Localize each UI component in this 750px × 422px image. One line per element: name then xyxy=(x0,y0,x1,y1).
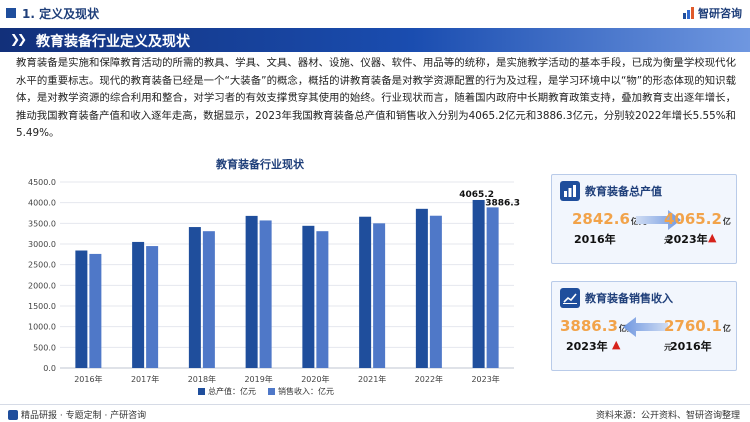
sales-left-year: 2023年 xyxy=(566,340,608,353)
bar-output xyxy=(359,216,372,368)
x-tick-label: 2018年 xyxy=(188,374,216,384)
legend-label: 总产值：亿元 xyxy=(208,386,256,396)
title-banner: ❯❯ 教育装备行业定义及现状 xyxy=(0,28,750,52)
bar-output xyxy=(245,215,258,368)
y-tick-label: 3500.0 xyxy=(28,219,56,228)
x-tick-label: 2021年 xyxy=(358,374,386,384)
footer: 精品研报 · 专题定制 · 产研咨询 资料来源：公开资料、智研咨询整理 xyxy=(0,404,750,422)
right-arrow-icon xyxy=(636,210,681,230)
y-tick-label: 1500.0 xyxy=(28,302,56,311)
brand-logo: 智研咨询 xyxy=(683,5,742,21)
x-tick-label: 2022年 xyxy=(415,374,443,384)
data-label: 3886.3 xyxy=(485,198,520,208)
x-tick-label: 2023年 xyxy=(471,374,499,384)
chart-title: 教育装备行业现状 xyxy=(216,158,304,171)
value-number: 2760.1 xyxy=(664,317,722,335)
card-header: 教育装备总产值 xyxy=(560,181,662,201)
brand-mark-icon xyxy=(683,7,695,19)
y-tick-label: 0.0 xyxy=(43,364,56,373)
brand-name: 智研咨询 xyxy=(698,7,742,20)
bar-sales xyxy=(429,215,442,368)
sales-revenue-card: 教育装备销售收入 3886.3 亿元 2023年 ▲ 2760.1亿元 2016年 xyxy=(551,281,737,371)
value-unit: 亿元 xyxy=(664,324,731,352)
value-unit: 亿元 xyxy=(664,217,731,245)
trend-chart-icon xyxy=(560,288,580,308)
y-tick-label: 4000.0 xyxy=(28,199,56,208)
top-bar: 1. 定义及现状 智研咨询 xyxy=(0,0,750,28)
card-title: 教育装备销售收入 xyxy=(585,292,673,305)
bar-output xyxy=(132,241,145,368)
bar-sales xyxy=(316,231,329,368)
x-tick-label: 2019年 xyxy=(244,374,272,384)
bar-chart: 0.0 500.0 1000.0 1500.0 2000.0 2500.0 3000.0 35… xyxy=(28,178,520,396)
legend-swatch xyxy=(198,388,205,395)
output-to-year: 2023年 xyxy=(666,233,708,246)
legend-label: 销售收入：亿元 xyxy=(278,386,334,396)
card-title: 教育装备总产值 xyxy=(585,185,662,198)
y-tick-label: 2000.0 xyxy=(28,281,56,290)
bar-sales xyxy=(146,246,159,368)
footer-logo-icon xyxy=(8,409,18,420)
output-value-card: 教育装备总产值 2842.6 亿元 2016年 4065.2亿元 2023年 ▲ xyxy=(551,174,737,264)
value-number: 2842.6 xyxy=(572,210,630,228)
footer-left: 精品研报 · 专题定制 · 产研咨询 xyxy=(8,408,146,421)
y-tick-label: 1000.0 xyxy=(28,323,56,332)
legend-swatch xyxy=(268,388,275,395)
bar-chart-icon xyxy=(560,181,580,201)
bar-sales xyxy=(89,253,102,368)
y-tick-label: 500.0 xyxy=(33,343,56,352)
bar-output xyxy=(188,227,201,368)
up-arrow-icon: ▲ xyxy=(612,338,621,351)
value-number: 4065.2 xyxy=(664,210,722,228)
footer-tagline: 精品研报 · 专题定制 · 产研咨询 xyxy=(21,411,147,421)
bar-output xyxy=(75,250,88,368)
section-marker-icon xyxy=(6,8,16,18)
card-header: 教育装备销售收入 xyxy=(560,288,673,308)
bar-sales xyxy=(373,223,386,368)
y-tick-label: 3000.0 xyxy=(28,240,56,249)
bar-sales xyxy=(486,207,499,368)
y-tick-label: 2500.0 xyxy=(28,261,56,270)
x-tick-label: 2016年 xyxy=(74,374,102,384)
bar-output xyxy=(302,225,315,368)
x-tick-label: 2017年 xyxy=(131,374,159,384)
bar-sales xyxy=(259,220,272,368)
bar-sales xyxy=(202,231,215,368)
intro-paragraph: 教育装备是实施和保障教育活动的所需的教具、学具、文具、器材、设施、仪器、软件、用… xyxy=(16,57,736,139)
output-from-year: 2016年 xyxy=(574,233,616,246)
bar-output xyxy=(415,208,428,368)
sales-right-year: 2016年 xyxy=(670,340,712,353)
section-label: 1. 定义及现状 xyxy=(22,7,100,21)
y-tick-label: 4500.0 xyxy=(28,178,56,187)
sales-right-value: 2760.1亿元 xyxy=(664,316,736,354)
output-to-value: 4065.2亿元 xyxy=(664,209,736,247)
x-tick-label: 2020年 xyxy=(301,374,329,384)
up-arrow-icon: ▲ xyxy=(708,231,717,244)
data-label: 4065.2 xyxy=(459,190,494,200)
bar-output xyxy=(472,199,485,368)
left-arrow-icon xyxy=(623,317,668,337)
double-chevron-icon: ❯❯ xyxy=(10,32,27,46)
banner-title: 教育装备行业定义及现状 xyxy=(36,34,190,50)
footer-source: 资料来源：公开资料、智研咨询整理 xyxy=(595,411,740,421)
value-number: 3886.3 xyxy=(560,317,618,335)
